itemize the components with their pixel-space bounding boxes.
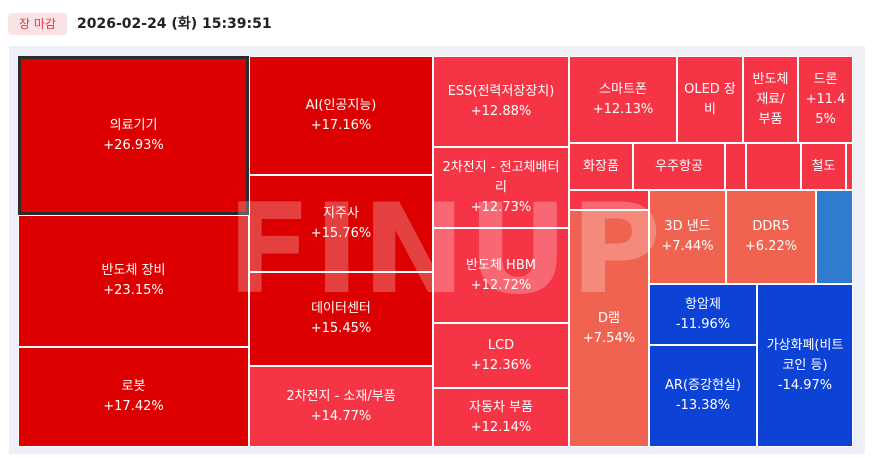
treemap-tile[interactable]: 3D 낸드 +7.44% [649,190,726,284]
tile-label: LCD [487,337,515,353]
tile-label: 드론 [813,71,838,87]
treemap-tile[interactable]: 철도 [801,143,846,190]
timestamp: 2026-02-24 (화) 15:39:51 [77,16,272,32]
market-status-badge: 장 마감 [8,13,67,35]
treemap-tile[interactable]: 의료기기 +26.93% [18,56,249,215]
tile-value: +14.77% [310,408,372,424]
tile-value: -14.97% [777,377,833,393]
tile-label: D램 [598,310,620,326]
tile-value: -11.96% [675,316,731,332]
treemap-tile[interactable]: 데이터센터 +15.45% [249,272,433,366]
tile-label: ESS(전력저장장치) [447,83,555,99]
tile-label: AI(인공지능) [305,97,377,113]
treemap-tile[interactable]: 로봇 +17.42% [18,347,249,447]
treemap-tile[interactable] [846,143,853,190]
tile-label: 비 [704,101,716,117]
tile-label: 부품 [758,111,783,127]
treemap-tile[interactable]: 2차전지 - 소재/부품 +14.77% [249,366,433,447]
sector-treemap: 의료기기 +26.93% 반도체 장비 +23.15% 로봇 +17.42% AI(인공지능… [18,56,855,447]
treemap-tile[interactable]: 화장품 [569,143,633,190]
tile-label: 데이터센터 [311,301,371,316]
treemap-tile[interactable]: 드론 +11.4 5% [798,56,853,143]
tile-label: 지주사 [323,205,359,221]
treemap-tile[interactable]: AR(증강현실) -13.38% [649,345,757,447]
tile-value: -13.38% [675,398,731,413]
tile-value: +17.42% [103,399,164,414]
tile-value: 5% [815,111,836,127]
treemap-tile[interactable]: AI(인공지능) +17.16% [249,56,433,175]
tile-value: +15.45% [310,321,372,336]
tile-value: +7.44% [661,239,714,254]
treemap-tile[interactable]: 스마트폰 +12.13% [569,56,677,143]
treemap-tile[interactable]: D램 +7.54% [569,210,649,447]
treemap-tile[interactable] [746,143,801,190]
tile-label: 2차전지 - 전고체배터 [442,159,560,175]
tile-label: 로봇 [121,379,146,394]
treemap-tile[interactable]: 우주항공 [633,143,725,190]
tile-value: +12.13% [592,101,654,117]
tile-label: 철도 [811,158,836,174]
treemap-tile[interactable] [816,190,853,284]
header-bar: 장 마감 2026-02-24 (화) 15:39:51 [0,0,873,46]
tile-label: 자동차 부품 [469,399,533,415]
treemap-tile[interactable] [725,143,746,190]
tile-value: +7.54% [582,330,636,346]
tile-label: 우주항공 [655,158,703,174]
treemap-tile[interactable]: 지주사 +15.76% [249,175,433,272]
treemap-tile[interactable]: DDR5 +6.22% [726,190,816,284]
tile-value: +23.15% [103,283,164,298]
tile-value: +26.93% [103,137,164,153]
tile-label: AR(증강현실) [665,378,741,393]
tile-label: 반도체 HBM [466,257,536,273]
tile-label: 항암제 [685,296,721,312]
treemap-tile[interactable]: LCD +12.36% [433,323,569,388]
tile-label: 반도체 [752,71,789,87]
tile-label: 3D 낸드 [664,219,711,234]
tile-value: +15.76% [310,225,372,241]
tile-label: 스마트폰 [599,81,647,97]
tile-value: +12.88% [470,103,532,119]
tile-label: 반도체 장비 [101,263,166,278]
tile-value: +12.36% [470,357,532,373]
tile-value: +11.4 [805,91,846,107]
tile-label: 화장품 [583,158,619,174]
tile-label: 리 [495,179,507,195]
tile-value: +12.72% [470,277,532,293]
tile-label: OLED 장 [684,81,736,97]
tile-label: DDR5 [752,219,790,234]
tile-value: +17.16% [310,117,372,133]
treemap-tile[interactable]: 항암제 -11.96% [649,284,757,345]
tile-label: 재료/ [756,91,785,107]
tile-label: 가상화폐(비트 [766,337,844,353]
treemap-tile[interactable]: ESS(전력저장장치) +12.88% [433,56,569,147]
tile-value: +12.14% [470,419,532,435]
treemap-tile[interactable] [569,190,649,210]
tile-label: 2차전지 - 소재/부품 [286,388,396,404]
treemap-tile[interactable]: 자동차 부품 +12.14% [433,388,569,447]
tile-value: +12.73% [470,199,532,215]
tile-label: 의료기기 [109,117,158,133]
treemap-tile[interactable]: 반도체 장비 +23.15% [18,215,249,347]
treemap-tile[interactable]: 반도체 HBM +12.72% [433,228,569,323]
tile-value: +6.22% [744,239,798,254]
tile-label: 코인 등) [782,357,828,373]
